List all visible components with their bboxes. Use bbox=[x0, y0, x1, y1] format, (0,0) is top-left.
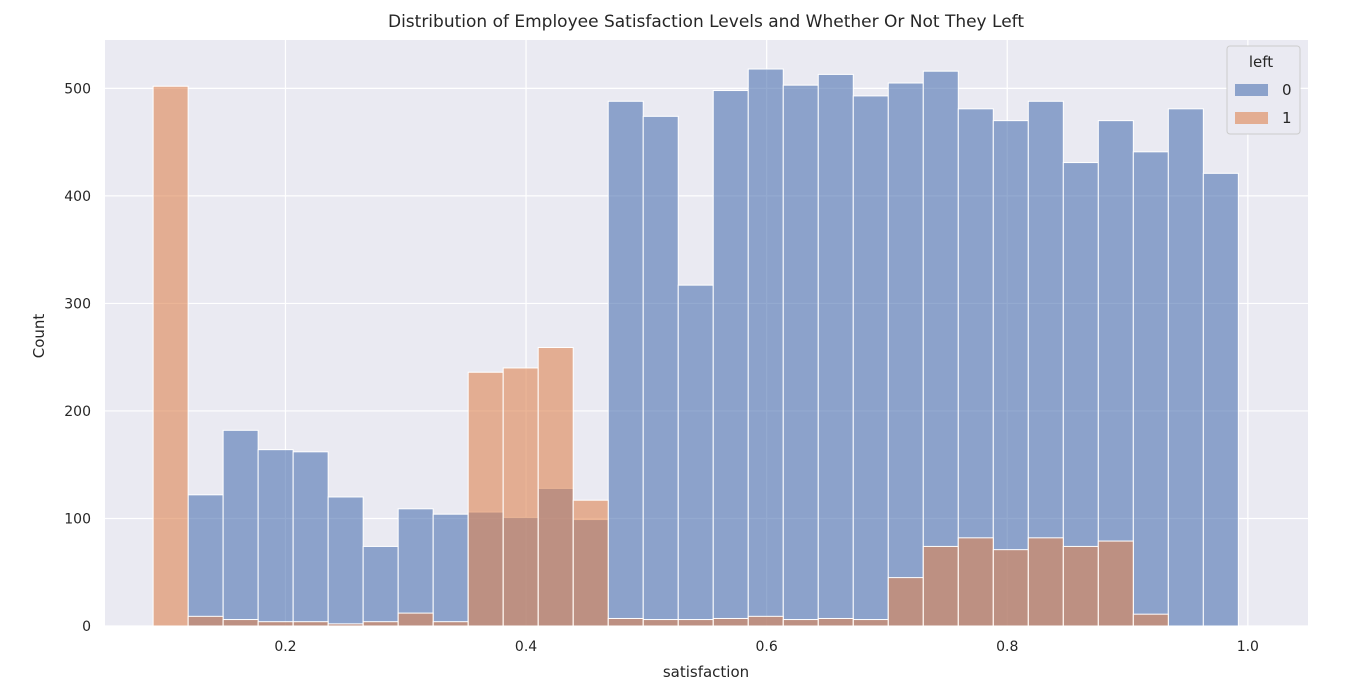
bar-series-0-bin-28 bbox=[1132, 151, 1169, 627]
bar-series-1-bin-23 bbox=[957, 537, 994, 627]
bar-series-0-bin-3 bbox=[257, 449, 294, 627]
bar-series-0-bin-8 bbox=[432, 513, 469, 627]
bar-series-0-bin-19 bbox=[817, 73, 854, 627]
bar-series-1-bin-24 bbox=[992, 549, 1029, 627]
bar-series-1-bin-21 bbox=[887, 577, 924, 627]
bar-series-1-bin-11 bbox=[537, 347, 574, 627]
y-tick-label: 400 bbox=[64, 189, 91, 205]
bar-series-1-bin-15 bbox=[677, 619, 714, 627]
bar-series-1-bin-18 bbox=[782, 619, 819, 627]
bar-series-0-bin-16 bbox=[712, 90, 749, 627]
bar-series-1-bin-8 bbox=[432, 621, 469, 627]
bar-series-1-bin-20 bbox=[852, 619, 889, 627]
y-tick-label: 200 bbox=[64, 404, 91, 420]
x-tick-label: 0.2 bbox=[274, 639, 296, 655]
x-tick-label: 1.0 bbox=[1237, 639, 1259, 655]
bar-series-0-bin-20 bbox=[852, 95, 889, 627]
x-tick-label: 0.4 bbox=[515, 639, 537, 655]
bar-series-0-bin-17 bbox=[747, 68, 784, 627]
bar-series-1-bin-10 bbox=[502, 367, 539, 627]
bar-series-1-bin-9 bbox=[467, 371, 504, 627]
bar-series-1-bin-2 bbox=[222, 619, 259, 627]
bar-series-0-bin-30 bbox=[1202, 172, 1239, 627]
bar-series-1-bin-12 bbox=[572, 499, 609, 627]
bar-series-1-bin-4 bbox=[292, 621, 329, 627]
chart-title: Distribution of Employee Satisfaction Le… bbox=[388, 12, 1024, 32]
bar-series-0-bin-15 bbox=[677, 284, 714, 627]
bar-series-0-bin-29 bbox=[1167, 108, 1204, 627]
y-tick-label: 0 bbox=[82, 619, 91, 635]
bar-series-1-bin-5 bbox=[327, 623, 364, 627]
bar-series-1-bin-6 bbox=[362, 621, 399, 627]
bar-series-0-bin-14 bbox=[642, 115, 679, 627]
legend-label-1: 1 bbox=[1282, 109, 1292, 127]
bar-series-1-bin-3 bbox=[257, 621, 294, 627]
bar-series-1-bin-22 bbox=[922, 545, 959, 627]
bar-series-1-bin-28 bbox=[1132, 613, 1169, 627]
bar-series-0-bin-1 bbox=[187, 494, 224, 627]
bar-series-0-bin-24 bbox=[992, 120, 1029, 627]
bar-series-0-bin-2 bbox=[222, 429, 259, 627]
legend-swatch-0 bbox=[1235, 84, 1268, 96]
bars-group bbox=[152, 68, 1239, 627]
bar-series-1-bin-27 bbox=[1097, 540, 1134, 627]
bar-series-0-bin-4 bbox=[292, 451, 329, 627]
bar-series-0-bin-22 bbox=[922, 70, 959, 627]
bar-series-1-bin-26 bbox=[1062, 545, 1099, 627]
bar-series-0-bin-6 bbox=[362, 545, 399, 627]
bar-series-1-bin-16 bbox=[712, 617, 749, 627]
bar-series-1-bin-13 bbox=[607, 617, 644, 627]
legend-swatch-1 bbox=[1235, 112, 1268, 124]
bar-series-1-bin-0 bbox=[152, 85, 189, 627]
bar-series-1-bin-17 bbox=[747, 615, 784, 627]
y-tick-label: 300 bbox=[64, 296, 91, 312]
bar-series-1-bin-14 bbox=[642, 619, 679, 627]
bar-series-0-bin-21 bbox=[887, 82, 924, 627]
y-axis-label: Count bbox=[30, 314, 48, 359]
legend-title: left bbox=[1249, 53, 1273, 71]
bar-series-0-bin-18 bbox=[782, 84, 819, 627]
legend-label-0: 0 bbox=[1282, 81, 1292, 99]
bar-series-0-bin-5 bbox=[327, 496, 364, 627]
x-axis-label: satisfaction bbox=[663, 663, 749, 681]
bar-series-1-bin-1 bbox=[187, 615, 224, 627]
tick-labels: 0.2 0.4 0.6 0.8 1.0 0 100 200 300 400 500 bbox=[64, 81, 1259, 655]
y-tick-label: 500 bbox=[64, 81, 91, 97]
bar-series-1-bin-25 bbox=[1027, 537, 1064, 627]
x-tick-label: 0.6 bbox=[756, 639, 778, 655]
bar-series-0-bin-7 bbox=[397, 508, 434, 627]
bar-series-1-bin-7 bbox=[397, 612, 434, 627]
bar-series-1-bin-19 bbox=[817, 617, 854, 627]
y-tick-label: 100 bbox=[64, 511, 91, 527]
bar-series-0-bin-13 bbox=[607, 100, 644, 627]
legend: left 0 1 bbox=[1226, 45, 1301, 135]
x-tick-label: 0.8 bbox=[996, 639, 1018, 655]
